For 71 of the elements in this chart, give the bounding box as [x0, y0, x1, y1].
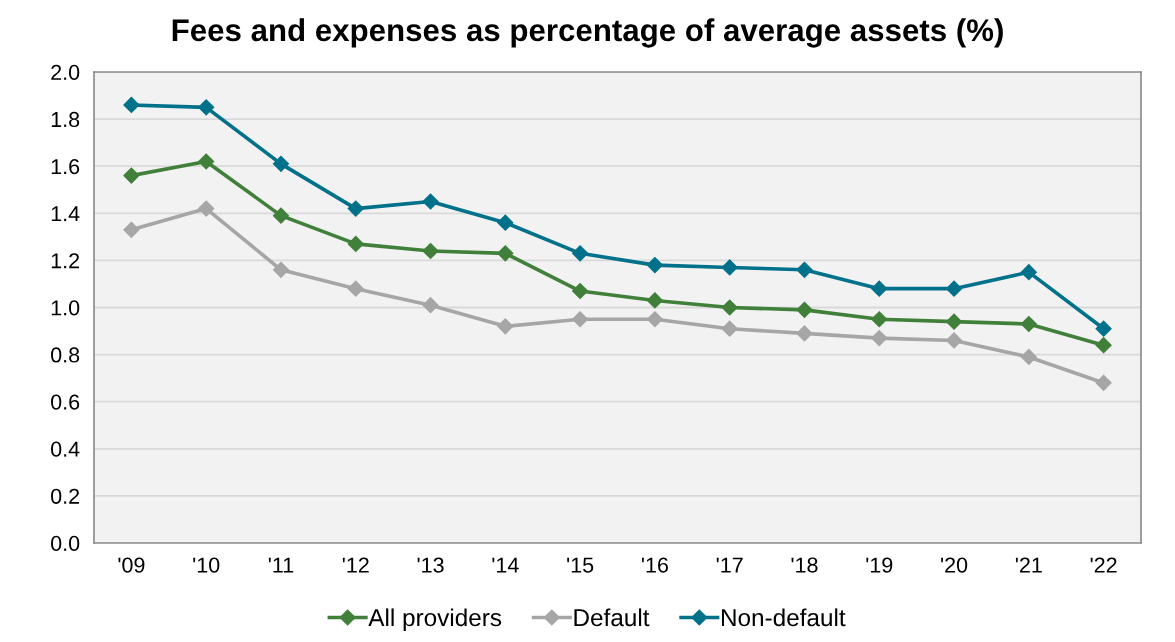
point	[571, 282, 589, 300]
x-tick-label: '12	[342, 557, 369, 573]
y-tick-label: 0.4	[51, 441, 80, 457]
point	[347, 235, 365, 253]
point	[496, 244, 514, 262]
x-tick-label: '19	[866, 557, 893, 573]
x-tick-label: '16	[641, 557, 668, 573]
point	[197, 153, 215, 170]
legend-label: Non-default	[721, 608, 846, 627]
legend-label: All providers	[368, 608, 502, 632]
point	[197, 200, 215, 217]
point	[721, 320, 739, 338]
point	[721, 259, 739, 276]
point	[796, 325, 813, 342]
x-tick-label: '21	[1015, 557, 1042, 573]
x-tick-label: '11	[268, 557, 294, 573]
y-tick-label: 0.2	[51, 488, 80, 504]
point	[796, 261, 813, 279]
y-tick-label: 0.0	[51, 535, 80, 552]
point	[422, 296, 439, 314]
point	[272, 207, 290, 224]
point	[945, 313, 963, 330]
point	[870, 310, 888, 328]
point	[646, 292, 664, 309]
point	[422, 193, 439, 210]
point	[1020, 348, 1038, 366]
point	[197, 98, 215, 116]
point	[272, 261, 290, 279]
point	[721, 299, 739, 316]
y-tick-label: 0.8	[51, 347, 80, 363]
y-tick-label: 1.4	[51, 206, 80, 222]
point	[1095, 374, 1112, 392]
legend-label: Default	[574, 608, 650, 627]
point	[347, 200, 365, 217]
point	[1095, 320, 1112, 338]
point	[496, 214, 514, 232]
point	[123, 167, 140, 184]
x-tick-label: '09	[118, 557, 145, 573]
point	[796, 301, 813, 319]
point	[123, 96, 140, 114]
point	[870, 329, 888, 347]
x-tick-label: '13	[417, 557, 444, 573]
point	[646, 310, 664, 328]
point	[347, 280, 365, 298]
chart-title: Fees and expenses as percentage of average assets (%)	[172, 18, 1003, 48]
point	[945, 280, 963, 298]
point	[1020, 263, 1038, 281]
point	[1095, 336, 1112, 354]
y-tick-label: 1.2	[51, 253, 80, 269]
point	[870, 280, 888, 298]
x-tick-label: '18	[791, 557, 818, 573]
x-tick-label: '10	[193, 557, 220, 573]
y-tick-label: 1.6	[51, 158, 80, 175]
y-tick-label: 2.0	[51, 64, 80, 81]
point	[571, 310, 589, 328]
y-tick-label: 1.0	[51, 300, 80, 316]
y-tick-label: 1.8	[51, 111, 80, 128]
y-tick-label: 0.6	[51, 394, 80, 410]
point	[496, 317, 514, 335]
point	[1020, 315, 1038, 333]
x-tick-label: '22	[1090, 557, 1117, 573]
point	[272, 155, 290, 173]
x-tick-label: '14	[492, 557, 519, 573]
point	[571, 244, 589, 262]
x-tick-label: '17	[716, 557, 743, 573]
x-tick-label: '20	[941, 557, 968, 573]
point	[123, 221, 140, 239]
point	[646, 256, 664, 274]
x-tick-label: '15	[567, 557, 594, 573]
point	[945, 332, 963, 349]
point	[422, 242, 439, 260]
